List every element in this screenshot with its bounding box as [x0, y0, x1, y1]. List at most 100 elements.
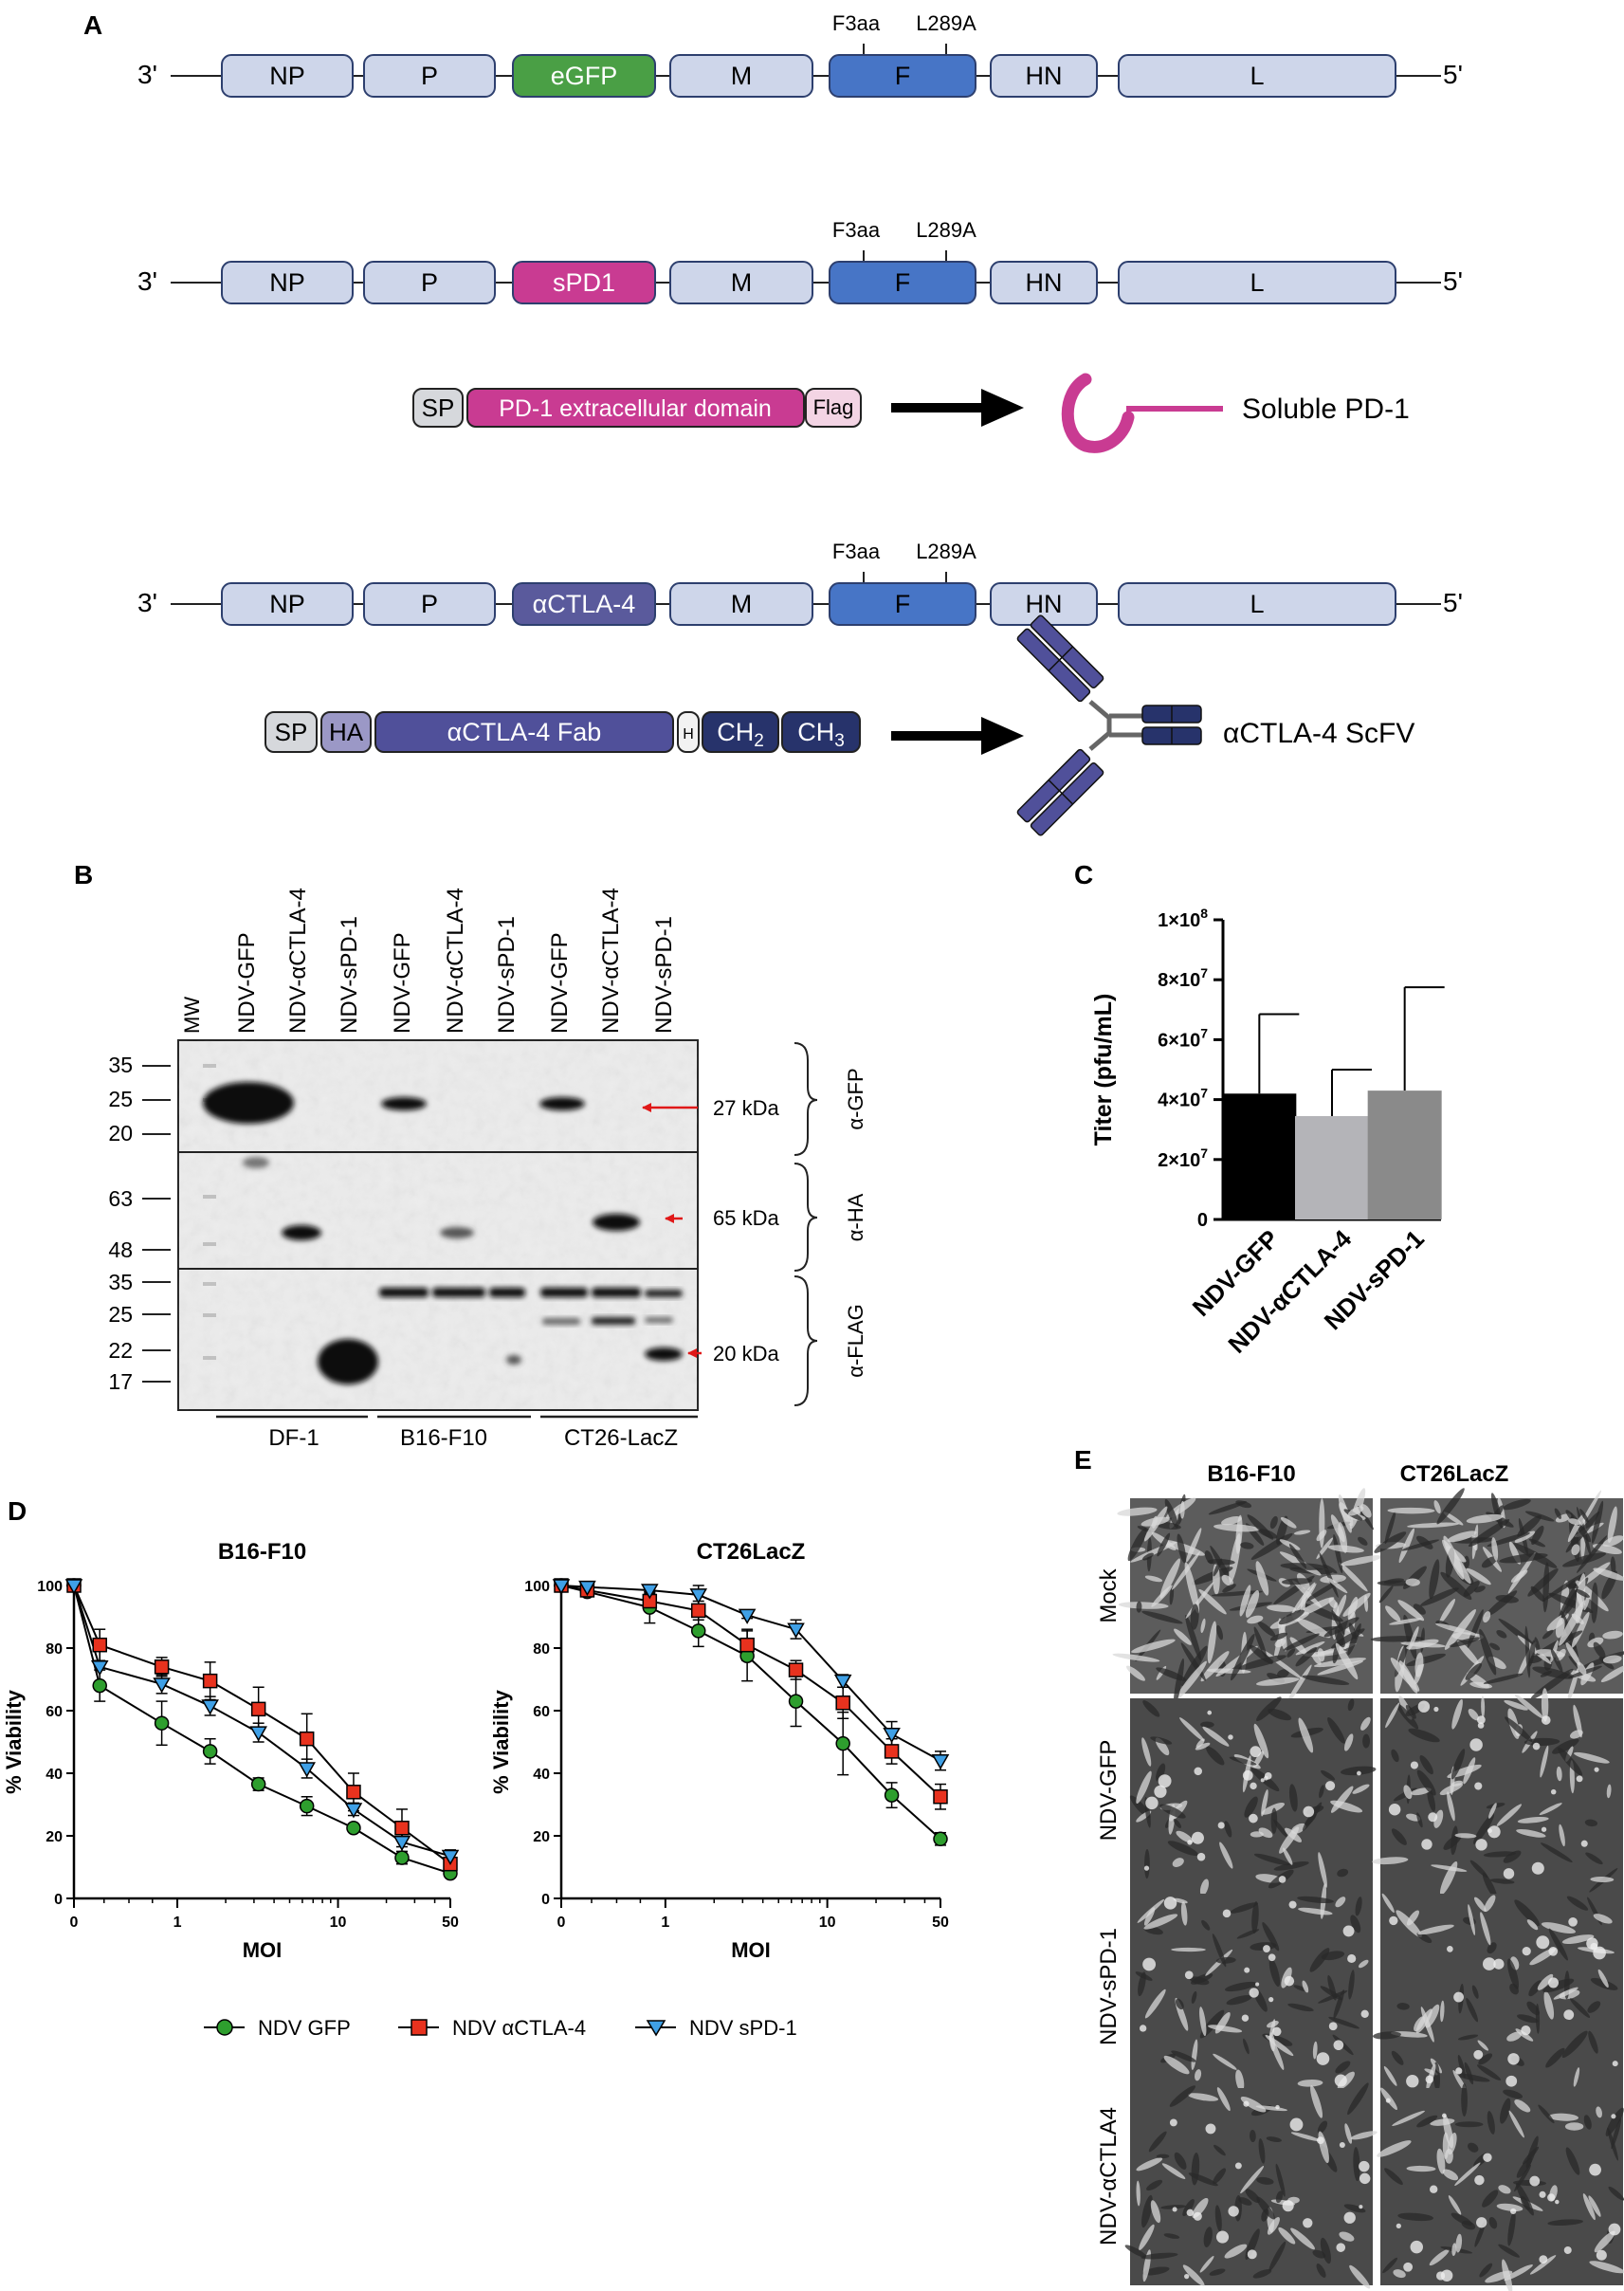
y-tick-label: 40	[46, 1767, 63, 1783]
blot-band	[381, 1097, 427, 1110]
blot-band	[542, 1318, 580, 1325]
cell-shape	[1416, 2115, 1438, 2128]
cell-shape	[1287, 2003, 1314, 2012]
cell-line-label: DF-1	[268, 1425, 319, 1451]
cell-shape	[1477, 2040, 1489, 2051]
cell-shape	[1384, 1511, 1396, 1545]
series-line	[73, 1585, 451, 1858]
cell-shape	[1454, 2162, 1481, 2187]
cell-shape	[1439, 1783, 1464, 1795]
rounded-cell	[1250, 1746, 1262, 1758]
cell-shape	[1177, 1533, 1186, 1564]
cell-shape	[1142, 1700, 1160, 1717]
lane-label: NDV-αCTLA-4	[598, 888, 624, 1034]
cell-shape	[1333, 1533, 1343, 1574]
cell-shape	[1191, 2152, 1200, 2186]
cell-shape	[1414, 1652, 1424, 1677]
rounded-cell	[1541, 1826, 1547, 1832]
cell-shape	[1180, 1645, 1208, 1687]
cell-shape	[1317, 2120, 1328, 2135]
cell-shape	[1175, 1660, 1207, 1701]
cell-shape	[1596, 2106, 1602, 2118]
cell-shape	[1464, 2062, 1474, 2085]
rounded-cell	[1510, 2208, 1517, 2215]
rounded-cell	[1263, 1945, 1270, 1952]
cell-shape	[1517, 2014, 1539, 2024]
cell-shape	[1247, 1615, 1264, 1624]
rounded-cell	[1264, 1772, 1272, 1780]
cell-shape	[1517, 1816, 1549, 1824]
rounded-cell	[1522, 1947, 1531, 1956]
rounded-cell	[1359, 2205, 1363, 2209]
cell-shape	[1182, 2264, 1205, 2286]
gene-f-label: F	[895, 62, 911, 90]
cell-shape	[1268, 1708, 1292, 1721]
cell-shape	[1507, 2210, 1516, 2246]
cell-shape	[1302, 1675, 1350, 1685]
blot-band	[593, 1214, 640, 1231]
cell-shape	[1587, 2001, 1601, 2013]
cell-shape	[1372, 1857, 1409, 1865]
lane-label: NDV-sPD-1	[494, 916, 520, 1034]
cell-shape	[1238, 2197, 1252, 2206]
data-point	[690, 1623, 706, 1639]
antibody-label: α-GFP	[844, 1068, 867, 1129]
viability-legend: NDV GFP NDV αCTLA-4 NDV sPD-1	[204, 2016, 797, 2040]
rounded-cell	[1403, 2262, 1414, 2272]
gene-np-box	[221, 261, 354, 304]
rounded-cell	[1547, 1977, 1560, 1989]
gene-hn-box	[990, 54, 1098, 98]
rounded-cell	[1563, 2009, 1575, 2021]
cell-shape	[1496, 2203, 1524, 2212]
gene-hn-label: HN	[1026, 62, 1063, 90]
cell-shape	[1216, 2087, 1231, 2112]
cell-shape	[1127, 1528, 1147, 1562]
band-size-label: 20 kDa	[713, 1342, 779, 1365]
blot-band	[243, 1157, 269, 1168]
rounded-cell	[1521, 2025, 1531, 2036]
cell-shape	[1207, 1559, 1235, 1566]
blot-band	[540, 1288, 588, 1297]
gene-np-label: NP	[269, 590, 305, 618]
rounded-cell	[1474, 1782, 1483, 1790]
rounded-cell	[1241, 2014, 1250, 2022]
cell-shape	[1195, 1738, 1205, 1749]
data-point	[441, 1849, 460, 1865]
cell-shape	[1588, 2030, 1598, 2054]
rounded-cell	[1303, 2218, 1313, 2228]
cassette-ch3-label: CH3	[797, 718, 845, 751]
cell-shape	[1467, 1609, 1484, 1648]
cell-shape	[1548, 2113, 1579, 2121]
rounded-cell	[1531, 1861, 1544, 1875]
cell-shape	[1503, 2089, 1524, 2099]
cell-shape	[1230, 1902, 1258, 1914]
cell-shape	[1142, 1552, 1154, 1561]
cell-shape	[1163, 2233, 1180, 2239]
cell-shape	[1179, 1717, 1205, 1742]
rounded-cell	[1247, 2249, 1257, 2260]
cell-shape	[1131, 1639, 1176, 1654]
legend-circle-icon	[216, 2019, 233, 2036]
cell-shape	[1213, 2168, 1227, 2184]
cell-shape	[1163, 2055, 1190, 2075]
data-point	[739, 1637, 755, 1653]
cell-shape	[1577, 1661, 1587, 1676]
cell-shape	[1579, 1509, 1589, 1523]
cell-shape	[1333, 1989, 1345, 2019]
cell-shape	[1255, 1561, 1269, 1596]
cell-shape	[1335, 2061, 1351, 2074]
mw-marker: 22	[108, 1338, 133, 1363]
cell-shape	[1195, 2069, 1202, 2081]
cell-shape	[1429, 2248, 1450, 2266]
cell-shape	[1510, 1569, 1528, 1583]
panel-label-b: B	[74, 860, 93, 889]
cell-shape	[1392, 2110, 1426, 2126]
cell-shape	[1135, 1971, 1153, 1981]
cell-shape	[1141, 2266, 1170, 2276]
cell-shape	[1341, 1766, 1377, 1776]
cell-shape	[1328, 2016, 1359, 2029]
cassette-ch3-box	[781, 711, 861, 753]
rounded-cell	[1586, 1937, 1598, 1950]
cell-shape	[1498, 2185, 1511, 2194]
cell-shape	[1298, 1717, 1314, 1753]
